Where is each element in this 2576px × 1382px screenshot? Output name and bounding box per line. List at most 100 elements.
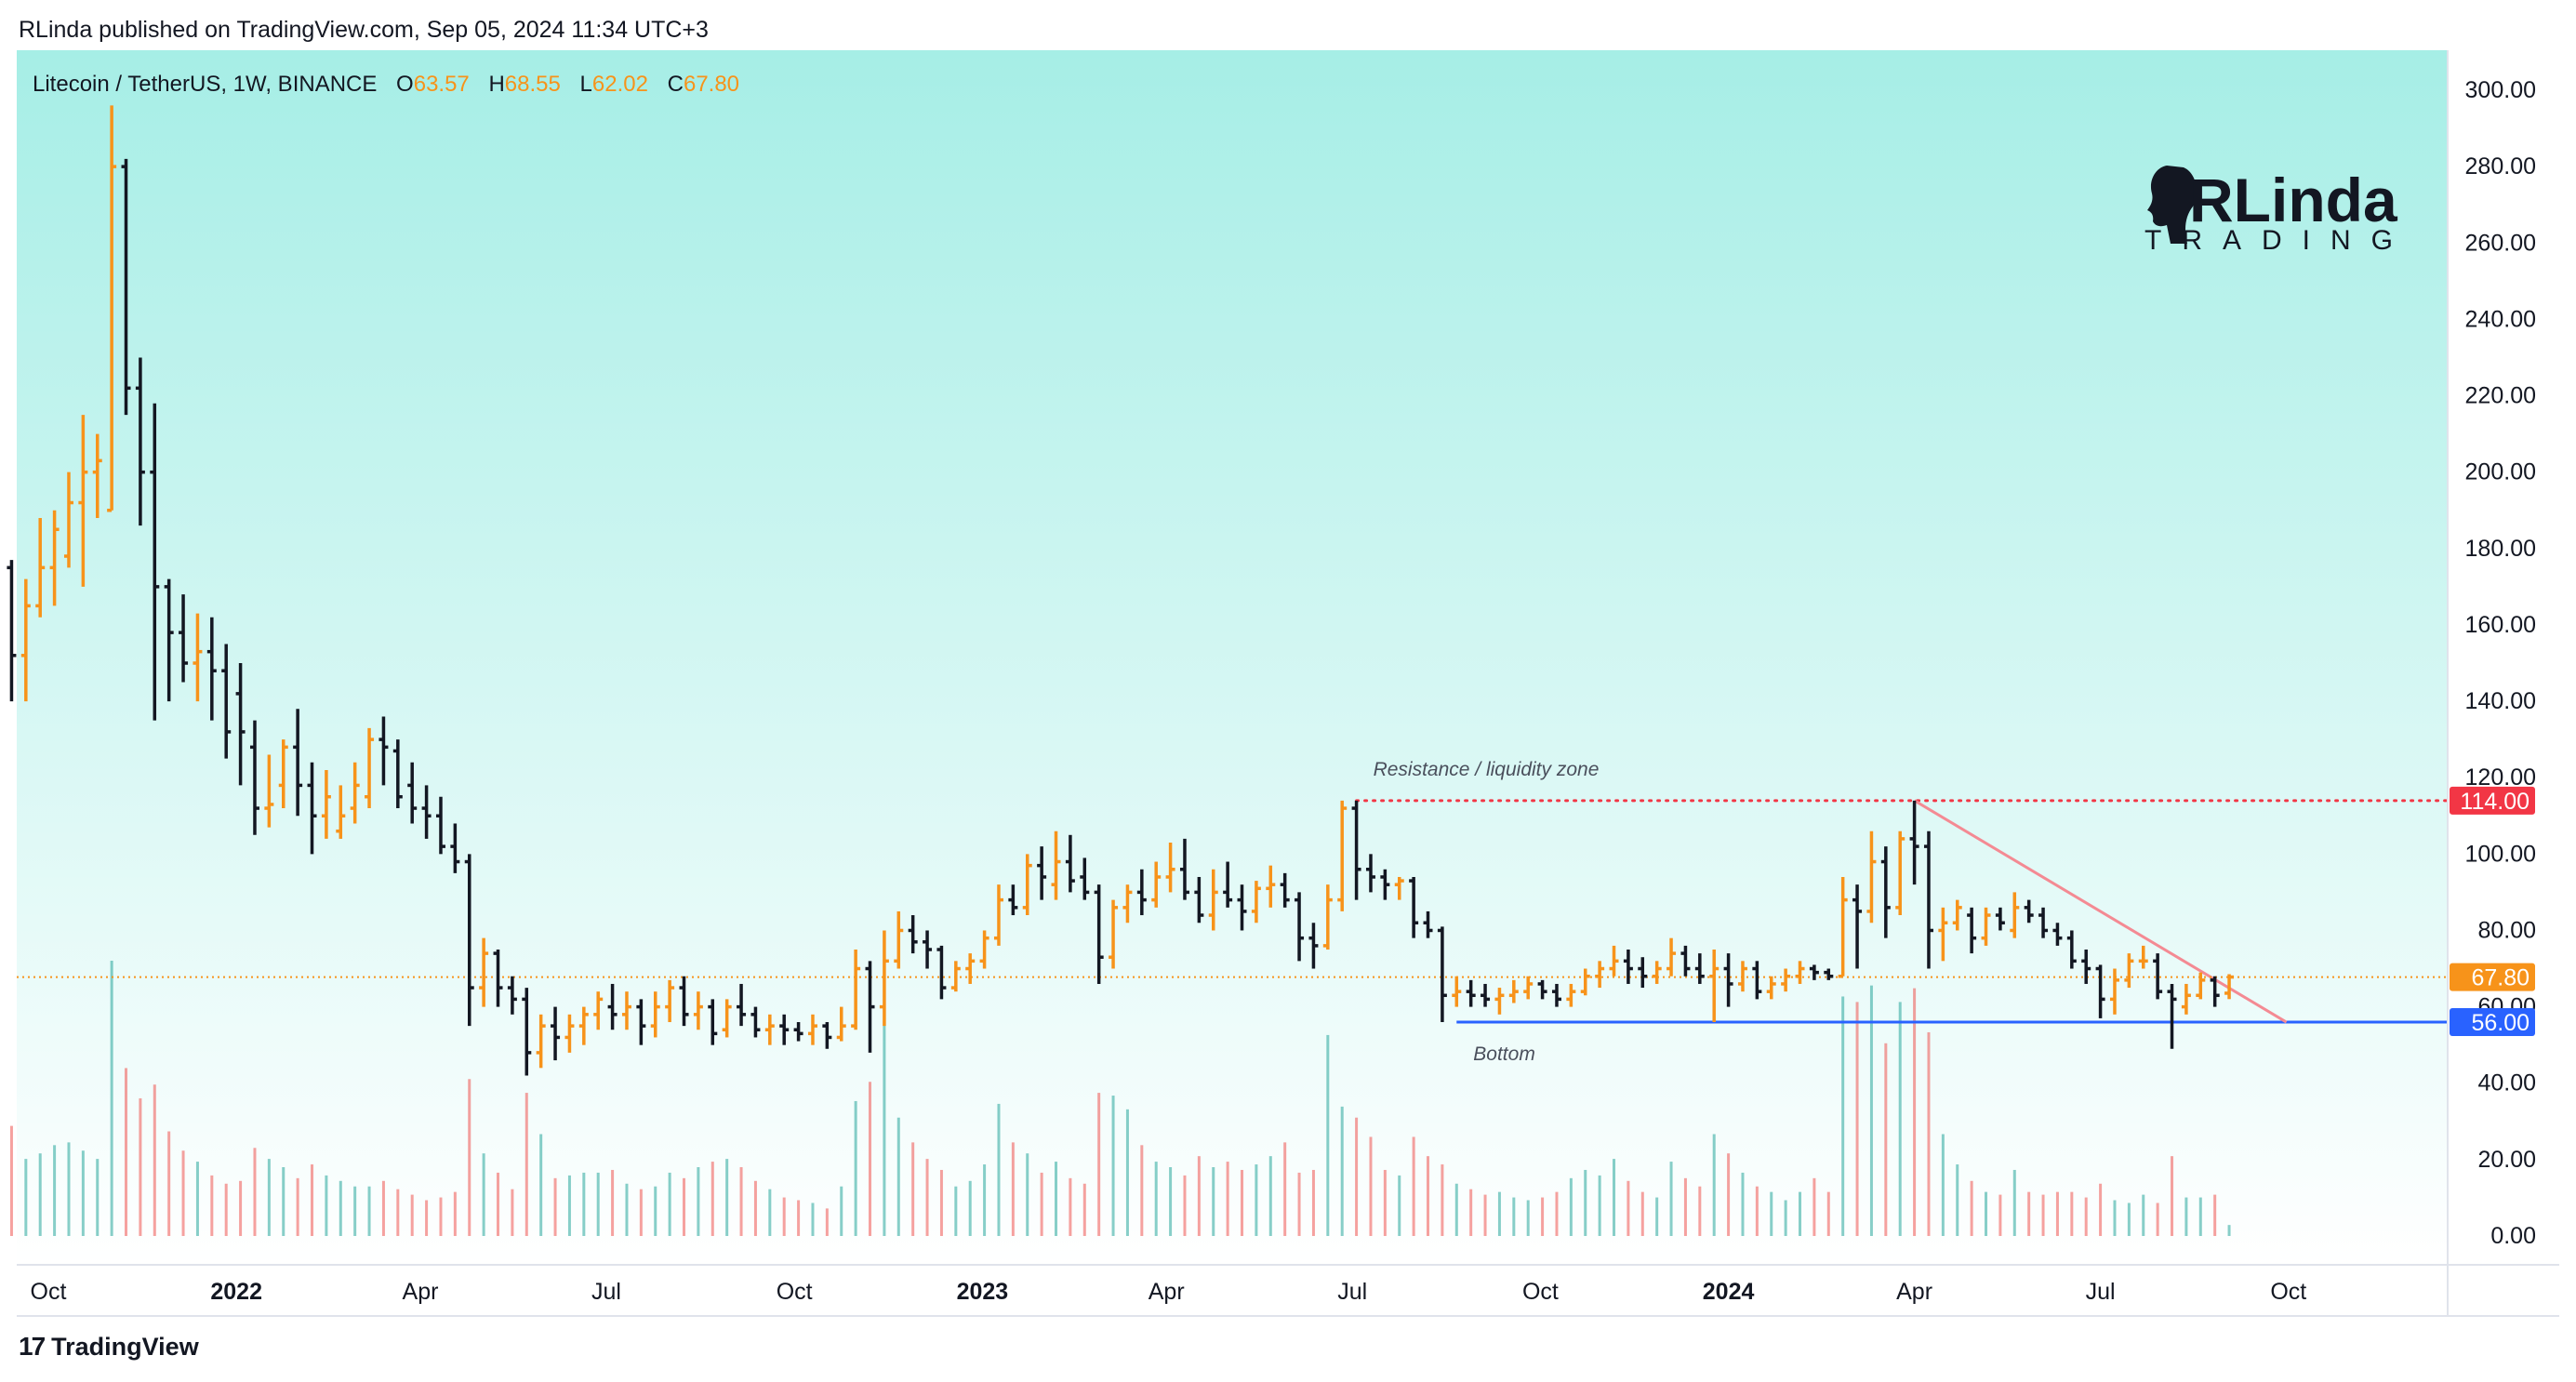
- ohlc-bar: [1566, 983, 1576, 1007]
- volume-bar: [1770, 1191, 1773, 1236]
- ohlc-bar: [564, 1014, 575, 1053]
- volume-bar: [1469, 1189, 1473, 1236]
- legend-open-label: O: [396, 72, 414, 97]
- volume-bar: [210, 1175, 214, 1236]
- time-axis-tick: 2024: [1703, 1279, 1755, 1305]
- volume-bar: [2198, 1197, 2202, 1236]
- volume-bar: [797, 1200, 801, 1236]
- volume-bar: [954, 1186, 958, 1236]
- volume-bar: [2184, 1197, 2188, 1236]
- ohlc-bar: [2153, 953, 2163, 1000]
- ohlc-bar: [20, 578, 31, 702]
- volume-bar: [296, 1177, 299, 1236]
- price-axis[interactable]: 300.00 280.00 260.00 240.00 220.00 200.00 180.…: [2465, 77, 2536, 1249]
- volume-bar: [1226, 1162, 1229, 1236]
- ohlc-bar: [392, 739, 403, 809]
- ohlc-bar: [1694, 953, 1705, 984]
- volume-bar: [1183, 1175, 1187, 1236]
- volume-bar: [1140, 1145, 1144, 1236]
- volume-bar: [253, 1148, 257, 1236]
- volume-bar: [639, 1189, 643, 1236]
- volume-bar: [2070, 1191, 2074, 1236]
- ohlc-bar: [1065, 834, 1075, 893]
- volume-bar: [1340, 1106, 1344, 1236]
- ohlc-bar: [221, 644, 232, 759]
- volume-bar: [224, 1183, 228, 1236]
- time-axis-tick: Apr: [1896, 1279, 1932, 1305]
- time-axis-tick: 2022: [210, 1279, 262, 1305]
- volume-bar: [1941, 1134, 1945, 1236]
- ohlc-bar: [378, 716, 389, 786]
- time-axis[interactable]: Oct 2022 Apr Jul Oct 2023 Apr Jul Oct 2024 Apr Jul O…: [31, 1279, 2307, 1305]
- time-axis-tick: Jul: [1337, 1279, 1367, 1305]
- ohlc-bar: [2052, 923, 2063, 946]
- ohlc-bar: [737, 983, 747, 1027]
- volume-bar: [1669, 1162, 1673, 1236]
- ohlc-bar: [179, 594, 189, 683]
- volume-bar: [825, 1208, 829, 1236]
- volume-bar: [1026, 1153, 1029, 1236]
- ohlc-bar: [321, 769, 331, 839]
- volume-bar: [2055, 1191, 2059, 1236]
- volume-bars: [9, 961, 2231, 1236]
- volume-bar: [1454, 1183, 1458, 1236]
- legend-symbol: Litecoin / TetherUS, 1W, BINANCE: [33, 72, 377, 97]
- volume-bar: [381, 1180, 385, 1236]
- rlinda-trading-logo: RLinda TRADING: [2144, 166, 2398, 256]
- volume-bar: [167, 1131, 171, 1236]
- volume-bar: [325, 1175, 328, 1236]
- ohlc-bar: [1609, 945, 1619, 977]
- ohlc-bar: [650, 991, 660, 1038]
- ohlc-bar: [836, 1006, 846, 1042]
- volume-bar: [24, 1159, 28, 1236]
- volume-bar: [1355, 1117, 1359, 1236]
- ohlc-bar: [1136, 869, 1147, 916]
- volume-bar: [1212, 1167, 1215, 1236]
- ohlc-bar: [665, 979, 675, 1023]
- legend-open-value: 63.57: [414, 72, 470, 97]
- price-axis-labels: 114.00 67.80 56.00: [2450, 786, 2535, 1037]
- ohlc-bar: [965, 953, 976, 984]
- ohlc-bar: [1938, 907, 1948, 962]
- volume-bar: [1512, 1197, 1516, 1236]
- ohlc-bar: [1380, 869, 1390, 900]
- volume-bar: [1569, 1177, 1573, 1236]
- volume-bar: [1985, 1191, 1988, 1236]
- ohlc-bar: [1595, 961, 1605, 989]
- ohlc-bar: [107, 105, 117, 512]
- volume-bar: [282, 1167, 285, 1236]
- price-axis-tick: 0.00: [2490, 1223, 2536, 1249]
- price-label-text: 56.00: [2471, 1010, 2530, 1036]
- volume-bar: [9, 1125, 13, 1236]
- volume-bar: [997, 1103, 1001, 1236]
- volume-bar: [1598, 1175, 1601, 1236]
- ohlc-bar: [621, 991, 631, 1030]
- ohlc-bar: [293, 709, 303, 817]
- ohlc-bar: [1666, 937, 1677, 977]
- ohlc-bar: [1409, 876, 1419, 938]
- volume-bar: [110, 961, 113, 1236]
- ohlc-bar: [1094, 884, 1104, 984]
- volume-bar: [1869, 985, 1873, 1236]
- ohlc-bar: [421, 785, 432, 839]
- ohlc-bar: [2196, 972, 2206, 1000]
- volume-bar: [410, 1194, 414, 1236]
- ohlc-bar: [865, 961, 875, 1053]
- volume-bar: [2084, 1197, 2088, 1236]
- volume-bar: [1655, 1197, 1659, 1236]
- ohlc-bar: [950, 961, 961, 992]
- price-axis-tick: 240.00: [2465, 306, 2536, 332]
- ohlc-bar: [507, 976, 517, 1015]
- legend-close-label: C: [668, 72, 684, 97]
- ohlc-bar: [551, 1006, 561, 1061]
- tradingview-brand[interactable]: 17 TradingView: [19, 1332, 199, 1362]
- volume-bar: [453, 1191, 457, 1236]
- volume-bar: [1927, 1031, 1931, 1236]
- legend-high-value: 68.55: [505, 72, 561, 97]
- price-label-text: 67.80: [2471, 965, 2530, 991]
- price-axis-tick: 40.00: [2477, 1070, 2536, 1096]
- ohlc-bar: [722, 999, 732, 1038]
- ohlc-bar: [1638, 957, 1648, 989]
- volume-bar: [1169, 1167, 1173, 1236]
